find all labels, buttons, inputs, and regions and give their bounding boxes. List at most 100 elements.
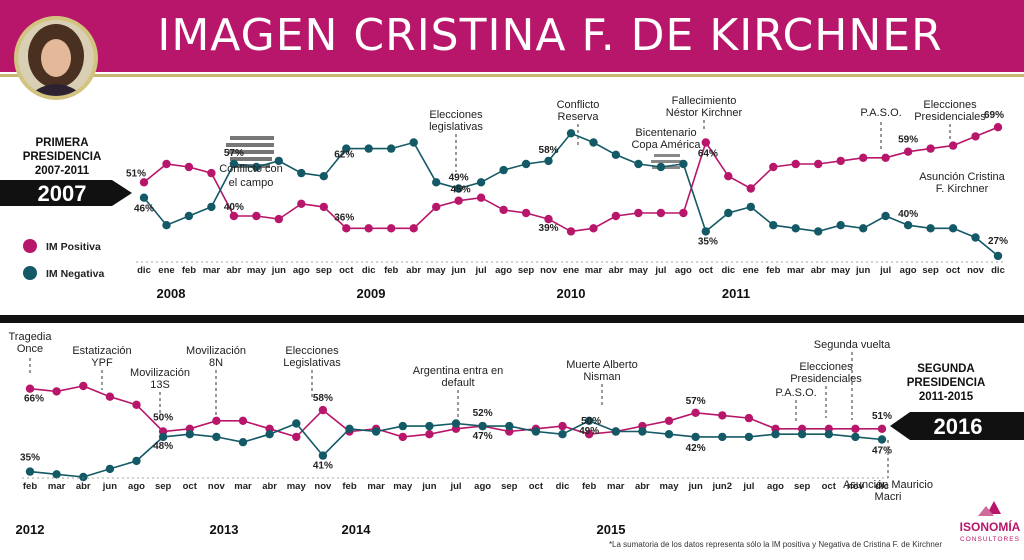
annotation-text: legislativas bbox=[429, 121, 483, 133]
data-point-negative bbox=[319, 172, 328, 181]
header-gold-line bbox=[0, 74, 1024, 77]
annotation-text: Macri bbox=[875, 491, 902, 503]
data-point-positive bbox=[701, 138, 710, 147]
tick-label: jun bbox=[421, 481, 436, 492]
data-point-positive bbox=[584, 430, 594, 439]
data-label: 47% bbox=[473, 431, 493, 442]
annotation-text: Estatización bbox=[72, 345, 131, 357]
tick-label: jun bbox=[688, 481, 703, 492]
data-point-negative bbox=[207, 202, 216, 212]
data-point-negative bbox=[229, 159, 239, 169]
data-point-negative bbox=[212, 432, 221, 442]
legend-positive: IM Positiva bbox=[46, 241, 101, 253]
data-point-positive bbox=[746, 184, 755, 193]
data-point-negative bbox=[454, 184, 463, 193]
data-label: 62% bbox=[334, 150, 354, 161]
data-point-positive bbox=[297, 199, 306, 208]
tick-label: sep bbox=[316, 265, 333, 276]
tick-label: oct bbox=[699, 265, 714, 276]
tick-label: ago bbox=[767, 481, 784, 492]
data-point-negative bbox=[398, 421, 407, 431]
tick-label: nov bbox=[847, 481, 865, 492]
data-point-negative bbox=[162, 221, 171, 230]
data-point-negative bbox=[718, 432, 727, 442]
annotation-text: Néstor Kirchner bbox=[666, 107, 743, 119]
data-point-negative bbox=[265, 430, 274, 439]
chart-2: feb mar abr jun ago sep oct nov mar abr may nov feb m… bbox=[8, 331, 932, 537]
data-point-negative bbox=[589, 138, 598, 147]
first-year-arrow bbox=[0, 180, 132, 206]
tick-label: oct bbox=[183, 481, 198, 492]
year-label: 2008 bbox=[157, 286, 186, 301]
data-point-negative bbox=[432, 178, 441, 187]
data-point-positive bbox=[342, 224, 351, 233]
annotation-text: Segunda vuelta bbox=[814, 339, 891, 351]
tick-label: feb bbox=[766, 265, 780, 276]
data-point-positive bbox=[814, 159, 823, 169]
tick-label: ago bbox=[474, 481, 491, 492]
data-point-positive bbox=[664, 416, 674, 425]
data-point-negative bbox=[993, 251, 1003, 261]
tick-label: mar bbox=[367, 481, 385, 492]
data-point-negative bbox=[238, 438, 248, 447]
footer-note: *La sumatoria de los datos representa só… bbox=[609, 540, 942, 549]
data-point-positive bbox=[769, 162, 778, 172]
data-point-positive bbox=[212, 416, 221, 425]
data-point-negative bbox=[158, 432, 168, 442]
annotation-text: Elecciones bbox=[285, 345, 339, 357]
data-point-negative bbox=[903, 221, 913, 230]
annotation-text: 13S bbox=[150, 379, 170, 391]
annotation-text: P.A.S.O. bbox=[775, 387, 816, 399]
data-point-negative bbox=[881, 211, 890, 221]
tick-label: jun bbox=[855, 265, 870, 276]
annotation-text: Once bbox=[17, 343, 43, 355]
tick-label: sep bbox=[501, 481, 518, 492]
annotation-text: Conflicto bbox=[557, 99, 600, 111]
tick-label: feb bbox=[582, 481, 596, 492]
data-point-negative bbox=[184, 211, 194, 221]
annotation-text: Tragedia bbox=[8, 331, 52, 343]
data-point-negative bbox=[364, 144, 373, 153]
avatar bbox=[14, 16, 98, 100]
data-point-negative bbox=[724, 208, 733, 218]
data-point-positive bbox=[79, 381, 88, 391]
data-point-positive bbox=[184, 162, 194, 172]
data-label: 48% bbox=[153, 441, 173, 452]
data-label: 27% bbox=[988, 236, 1008, 247]
data-point-negative bbox=[139, 193, 149, 202]
data-label: 49% bbox=[579, 426, 599, 437]
legend-negative: IM Negativa bbox=[46, 268, 105, 280]
data-point-negative bbox=[425, 421, 434, 431]
data-point-positive bbox=[105, 392, 115, 401]
annotation-text: Muerte Alberto bbox=[566, 359, 638, 371]
first-period-line3: 2007-2011 bbox=[35, 165, 90, 177]
data-point-positive bbox=[558, 421, 567, 431]
tick-label: oct bbox=[822, 481, 837, 492]
tick-label: jul bbox=[449, 481, 461, 492]
data-point-negative bbox=[521, 159, 531, 169]
data-point-positive bbox=[25, 384, 35, 393]
data-point-negative bbox=[877, 435, 887, 444]
data-point-positive bbox=[425, 430, 434, 439]
data-point-positive bbox=[132, 400, 141, 409]
tick-label: oct bbox=[529, 481, 544, 492]
data-point-positive bbox=[971, 132, 980, 141]
tick-label: abr bbox=[635, 481, 650, 492]
tick-label: dic bbox=[362, 265, 376, 276]
annotation-text: Copa América bbox=[631, 139, 701, 151]
data-point-positive bbox=[274, 214, 283, 224]
tick-label: ago bbox=[128, 481, 145, 492]
data-point-negative bbox=[387, 144, 396, 153]
data-point-positive bbox=[851, 424, 860, 433]
tick-label: may bbox=[247, 265, 267, 276]
data-label: 49% bbox=[449, 172, 469, 183]
tick-label: oct bbox=[339, 265, 354, 276]
data-point-negative bbox=[791, 224, 800, 233]
data-point-positive bbox=[319, 202, 328, 212]
data-point-negative bbox=[836, 221, 845, 230]
annotation-text: Asunción Cristina bbox=[919, 171, 1005, 183]
tick-label: jul bbox=[654, 265, 666, 276]
annotation-text: Conflicto con bbox=[219, 163, 283, 175]
tick-label: dic bbox=[721, 265, 735, 276]
